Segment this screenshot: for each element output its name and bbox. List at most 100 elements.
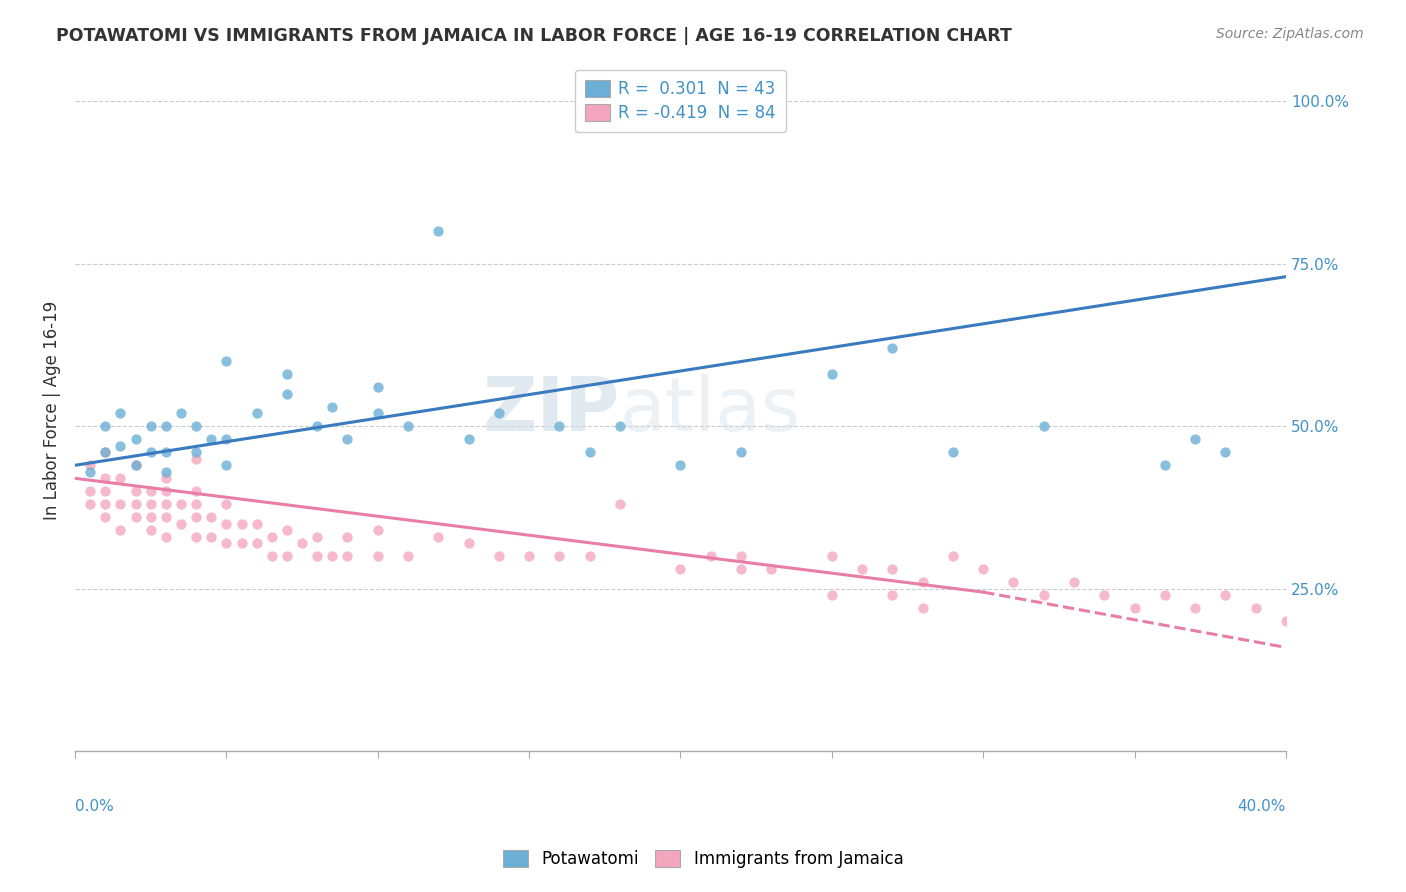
Point bbox=[548, 549, 571, 564]
Point bbox=[94, 419, 117, 434]
Point bbox=[972, 562, 994, 576]
Point bbox=[942, 549, 965, 564]
Point bbox=[1002, 575, 1025, 590]
Point bbox=[246, 516, 269, 531]
Point bbox=[124, 432, 146, 446]
Point bbox=[231, 516, 253, 531]
Text: POTAWATOMI VS IMMIGRANTS FROM JAMAICA IN LABOR FORCE | AGE 16-19 CORRELATION CHA: POTAWATOMI VS IMMIGRANTS FROM JAMAICA IN… bbox=[56, 27, 1012, 45]
Point bbox=[609, 497, 631, 511]
Point bbox=[307, 530, 329, 544]
Point bbox=[79, 465, 101, 479]
Point bbox=[170, 497, 193, 511]
Point bbox=[246, 406, 269, 420]
Point bbox=[427, 224, 450, 238]
Point bbox=[367, 549, 389, 564]
Point bbox=[911, 601, 934, 615]
Point bbox=[215, 354, 238, 368]
Point bbox=[548, 419, 571, 434]
Point bbox=[700, 549, 723, 564]
Point bbox=[761, 562, 783, 576]
Point bbox=[94, 445, 117, 459]
Text: ZIP: ZIP bbox=[482, 374, 620, 447]
Point bbox=[851, 562, 873, 576]
Point bbox=[124, 510, 146, 524]
Point bbox=[1123, 601, 1146, 615]
Point bbox=[170, 516, 193, 531]
Point bbox=[367, 406, 389, 420]
Point bbox=[1184, 432, 1206, 446]
Point bbox=[517, 549, 540, 564]
Point bbox=[911, 575, 934, 590]
Point bbox=[307, 549, 329, 564]
Point bbox=[155, 419, 177, 434]
Point bbox=[291, 536, 314, 550]
Point bbox=[1063, 575, 1085, 590]
Point bbox=[124, 484, 146, 499]
Point bbox=[882, 341, 904, 355]
Point bbox=[110, 406, 132, 420]
Point bbox=[1275, 615, 1298, 629]
Point bbox=[139, 419, 162, 434]
Text: Source: ZipAtlas.com: Source: ZipAtlas.com bbox=[1216, 27, 1364, 41]
Point bbox=[215, 516, 238, 531]
Point bbox=[336, 432, 359, 446]
Point bbox=[1032, 588, 1054, 602]
Point bbox=[79, 497, 101, 511]
Point bbox=[139, 497, 162, 511]
Text: 0.0%: 0.0% bbox=[75, 799, 114, 814]
Point bbox=[200, 530, 222, 544]
Point bbox=[184, 419, 207, 434]
Point bbox=[609, 419, 631, 434]
Point bbox=[215, 432, 238, 446]
Point bbox=[170, 406, 193, 420]
Point bbox=[730, 549, 752, 564]
Point bbox=[246, 536, 269, 550]
Point bbox=[215, 458, 238, 473]
Point bbox=[367, 380, 389, 394]
Legend: R =  0.301  N = 43, R = -0.419  N = 84: R = 0.301 N = 43, R = -0.419 N = 84 bbox=[575, 70, 786, 132]
Point bbox=[184, 510, 207, 524]
Point bbox=[321, 400, 343, 414]
Point bbox=[276, 549, 298, 564]
Point bbox=[155, 445, 177, 459]
Point bbox=[1244, 601, 1267, 615]
Point bbox=[669, 458, 692, 473]
Point bbox=[200, 510, 222, 524]
Point bbox=[578, 445, 600, 459]
Point bbox=[396, 419, 419, 434]
Point bbox=[155, 484, 177, 499]
Point bbox=[276, 386, 298, 401]
Y-axis label: In Labor Force | Age 16-19: In Labor Force | Age 16-19 bbox=[44, 301, 60, 520]
Point bbox=[1092, 588, 1115, 602]
Point bbox=[155, 471, 177, 485]
Point bbox=[94, 484, 117, 499]
Point bbox=[231, 536, 253, 550]
Point bbox=[1215, 445, 1237, 459]
Point bbox=[882, 588, 904, 602]
Point bbox=[110, 471, 132, 485]
Point bbox=[184, 530, 207, 544]
Point bbox=[184, 451, 207, 466]
Point bbox=[457, 432, 479, 446]
Point bbox=[367, 524, 389, 538]
Point bbox=[821, 549, 844, 564]
Point bbox=[139, 445, 162, 459]
Point bbox=[79, 484, 101, 499]
Point bbox=[821, 368, 844, 382]
Point bbox=[94, 445, 117, 459]
Point bbox=[184, 445, 207, 459]
Point bbox=[215, 536, 238, 550]
Point bbox=[882, 562, 904, 576]
Point bbox=[1184, 601, 1206, 615]
Text: 40.0%: 40.0% bbox=[1237, 799, 1286, 814]
Point bbox=[1153, 458, 1175, 473]
Point bbox=[488, 406, 510, 420]
Point bbox=[155, 510, 177, 524]
Point bbox=[184, 484, 207, 499]
Point bbox=[110, 524, 132, 538]
Point bbox=[488, 549, 510, 564]
Point bbox=[396, 549, 419, 564]
Point bbox=[336, 530, 359, 544]
Point bbox=[1215, 588, 1237, 602]
Point bbox=[276, 524, 298, 538]
